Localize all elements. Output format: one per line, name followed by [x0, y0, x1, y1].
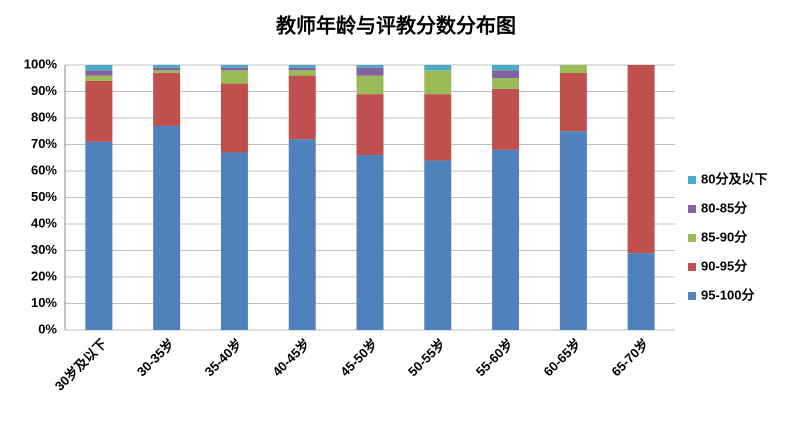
bar-segment [356, 75, 384, 95]
y-tick-label: 80% [31, 109, 57, 124]
legend-label: 85-90分 [701, 229, 747, 244]
bar-segment [559, 65, 587, 73]
bar-segment [220, 83, 248, 153]
x-tick-label: 65-70岁 [608, 336, 651, 379]
bar-segment [424, 160, 452, 330]
bar-segment [559, 131, 587, 330]
bar-segment [288, 70, 316, 76]
legend-label: 90-95分 [701, 258, 747, 273]
x-tick-label: 50-55岁 [405, 336, 448, 379]
bar-segment [220, 65, 248, 68]
x-tick-label: 30-35岁 [134, 336, 177, 379]
y-tick-label: 40% [31, 215, 57, 230]
bar-segment [288, 65, 316, 68]
y-tick-label: 50% [31, 189, 57, 204]
legend-swatch [688, 234, 696, 242]
bar-segment [288, 67, 316, 71]
y-tick-label: 100% [24, 56, 58, 71]
bar-segment [492, 78, 520, 89]
bar-segment [492, 70, 520, 79]
x-tick-label: 35-40岁 [202, 336, 245, 379]
legend-swatch [688, 205, 696, 213]
y-tick-label: 10% [31, 295, 57, 310]
bar-segment [424, 94, 452, 161]
bar-segment [424, 70, 452, 95]
x-tick-label: 60-65岁 [541, 336, 584, 379]
bar-segment [85, 65, 113, 71]
bar-segment [559, 72, 587, 132]
bar-segment [492, 149, 520, 330]
legend-label: 95-100分 [701, 287, 754, 302]
bar-segment [220, 152, 248, 330]
bar-segment [356, 94, 384, 156]
bar-segment [85, 141, 113, 330]
bar-segment [153, 65, 181, 68]
bar-segment [220, 67, 248, 71]
legend-label: 80分及以下 [701, 171, 767, 186]
y-tick-label: 60% [31, 162, 57, 177]
bar-segment [220, 70, 248, 84]
y-tick-label: 90% [31, 83, 57, 98]
bar-segment [85, 80, 113, 142]
legend-label: 80-85分 [701, 200, 747, 215]
bar-segment [356, 65, 384, 68]
bar-segment [153, 72, 181, 126]
y-tick-label: 0% [38, 321, 57, 336]
bar-segment [424, 65, 452, 71]
legend-swatch [688, 292, 696, 300]
x-tick-label: 55-60岁 [473, 336, 516, 379]
x-tick-label: 40-45岁 [269, 336, 312, 379]
bar-segment [153, 70, 181, 73]
bar-segment [288, 139, 316, 330]
bar-segment [153, 67, 181, 71]
bar-segment [627, 253, 655, 330]
y-tick-label: 20% [31, 268, 57, 283]
y-tick-label: 70% [31, 136, 57, 151]
legend-swatch [688, 263, 696, 271]
chart-title: 教师年龄与评教分数分布图 [276, 13, 516, 37]
bar-segment [85, 75, 113, 81]
bar-segment [627, 65, 655, 254]
bar-segment [492, 88, 520, 150]
bar-segment [356, 155, 384, 330]
bar-segment [288, 75, 316, 140]
bar-segment [153, 125, 181, 330]
legend-swatch [688, 176, 696, 184]
y-tick-label: 30% [31, 242, 57, 257]
x-tick-label: 45-50岁 [337, 336, 380, 379]
bar-segment [85, 70, 113, 76]
bar-segment [492, 65, 520, 71]
bar-segment [356, 67, 384, 76]
x-tick-label: 30岁及以下 [52, 336, 110, 394]
